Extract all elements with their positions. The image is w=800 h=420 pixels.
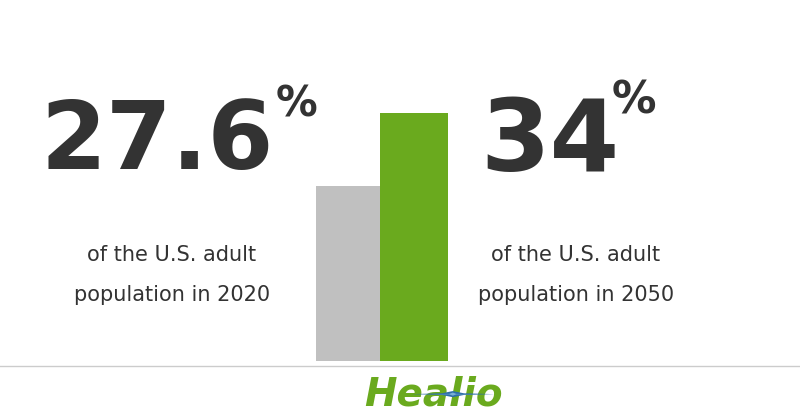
Text: 34: 34 <box>480 95 619 192</box>
Polygon shape <box>411 391 494 397</box>
Text: population in 2050: population in 2050 <box>478 285 674 304</box>
Text: of the U.S. adult: of the U.S. adult <box>87 245 257 265</box>
Bar <box>316 186 384 361</box>
Text: A new model predicted a 23% increase in MASLD prevalence, affecting:: A new model predicted a 23% increase in … <box>0 19 800 39</box>
Text: Healio: Healio <box>364 375 502 413</box>
Text: 27.6: 27.6 <box>40 97 274 189</box>
Text: population in 2020: population in 2020 <box>74 285 270 304</box>
Bar <box>380 113 448 361</box>
Text: %: % <box>612 80 657 123</box>
Polygon shape <box>431 393 474 396</box>
Text: %: % <box>276 83 318 125</box>
Text: of the U.S. adult: of the U.S. adult <box>491 245 661 265</box>
